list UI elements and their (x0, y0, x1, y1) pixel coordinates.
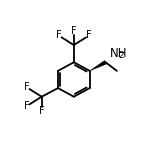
Text: F: F (24, 82, 29, 92)
Text: NH: NH (110, 47, 128, 60)
Text: F: F (39, 106, 45, 116)
Polygon shape (90, 60, 107, 71)
Text: F: F (86, 30, 92, 40)
Text: F: F (56, 30, 61, 40)
Text: 2: 2 (118, 51, 124, 60)
Text: F: F (24, 101, 29, 111)
Text: F: F (71, 26, 77, 36)
